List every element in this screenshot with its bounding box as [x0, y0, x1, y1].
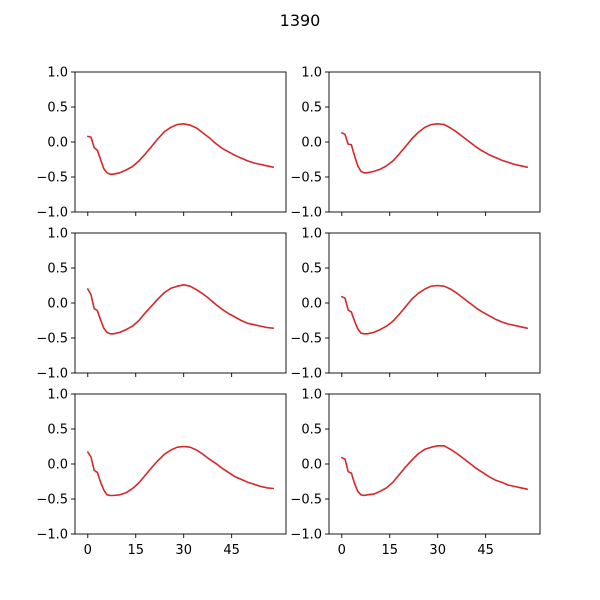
x-tick-label: 45: [223, 543, 240, 558]
x-tick-label: 15: [127, 543, 144, 558]
series-line: [340, 445, 529, 497]
subplot-grid: −1.0 −0.5 0.0 0.5 1.0 −1.0 −0.5 0.0 0.5 1.0 −1.0 −0…: [36, 66, 541, 558]
figure-title: 1390: [280, 11, 321, 30]
y-tick-label: 1.0: [301, 227, 322, 242]
y-tick-label: 0.5: [301, 262, 322, 277]
series-line: [86, 284, 275, 335]
y-tick-label: 1.0: [47, 388, 68, 403]
y-tick-label: 0.0: [301, 458, 322, 473]
y-tick-label: −0.5: [290, 171, 322, 186]
y-tick-label: −1.0: [290, 206, 322, 221]
y-tick-label: −1.0: [290, 528, 322, 543]
y-tick-label: 1.0: [47, 66, 68, 81]
y-tick-label: 0.5: [47, 262, 68, 277]
y-tick-label: 0.0: [47, 297, 68, 312]
series-line: [86, 123, 275, 175]
y-tick-label: −1.0: [36, 528, 68, 543]
subplot-3-2: −1.0 −0.5 0.0 0.5 1.0 0 15 30 45: [290, 388, 541, 558]
x-tick-label: 45: [477, 543, 494, 558]
y-tick-label: −1.0: [36, 367, 68, 382]
y-tick-label: 0.5: [47, 101, 68, 116]
y-tick-label: 1.0: [47, 227, 68, 242]
subplot-2-2: −1.0 −0.5 0.0 0.5 1.0: [290, 227, 541, 382]
y-tick-label: 0.0: [301, 136, 322, 151]
y-tick-label: −1.0: [290, 367, 322, 382]
series-line: [340, 123, 529, 174]
y-tick-label: 1.0: [301, 66, 322, 81]
y-tick-label: 0.0: [301, 297, 322, 312]
x-tick-label: 15: [381, 543, 398, 558]
subplot-1-1: −1.0 −0.5 0.0 0.5 1.0: [36, 66, 287, 221]
series-line: [340, 284, 529, 335]
y-tick-label: −0.5: [290, 332, 322, 347]
y-tick-label: −1.0: [36, 206, 68, 221]
y-tick-label: 0.0: [47, 458, 68, 473]
series-line: [86, 445, 275, 497]
y-tick-label: 0.5: [47, 423, 68, 438]
y-tick-label: 0.5: [301, 423, 322, 438]
y-tick-label: −0.5: [290, 493, 322, 508]
x-tick-label: 30: [429, 543, 446, 558]
y-tick-label: −0.5: [36, 493, 68, 508]
y-tick-label: −0.5: [36, 171, 68, 186]
x-tick-label: 30: [175, 543, 192, 558]
y-tick-label: 0.0: [47, 136, 68, 151]
subplot-3-1: −1.0 −0.5 0.0 0.5 1.0 0 15 30 45: [36, 388, 287, 558]
y-tick-label: −0.5: [36, 332, 68, 347]
subplot-2-1: −1.0 −0.5 0.0 0.5 1.0: [36, 227, 287, 382]
x-tick-label: 0: [338, 543, 346, 558]
x-tick-label: 0: [84, 543, 92, 558]
y-tick-label: 1.0: [301, 388, 322, 403]
y-tick-label: 0.5: [301, 101, 322, 116]
subplot-1-2: −1.0 −0.5 0.0 0.5 1.0: [290, 66, 541, 221]
